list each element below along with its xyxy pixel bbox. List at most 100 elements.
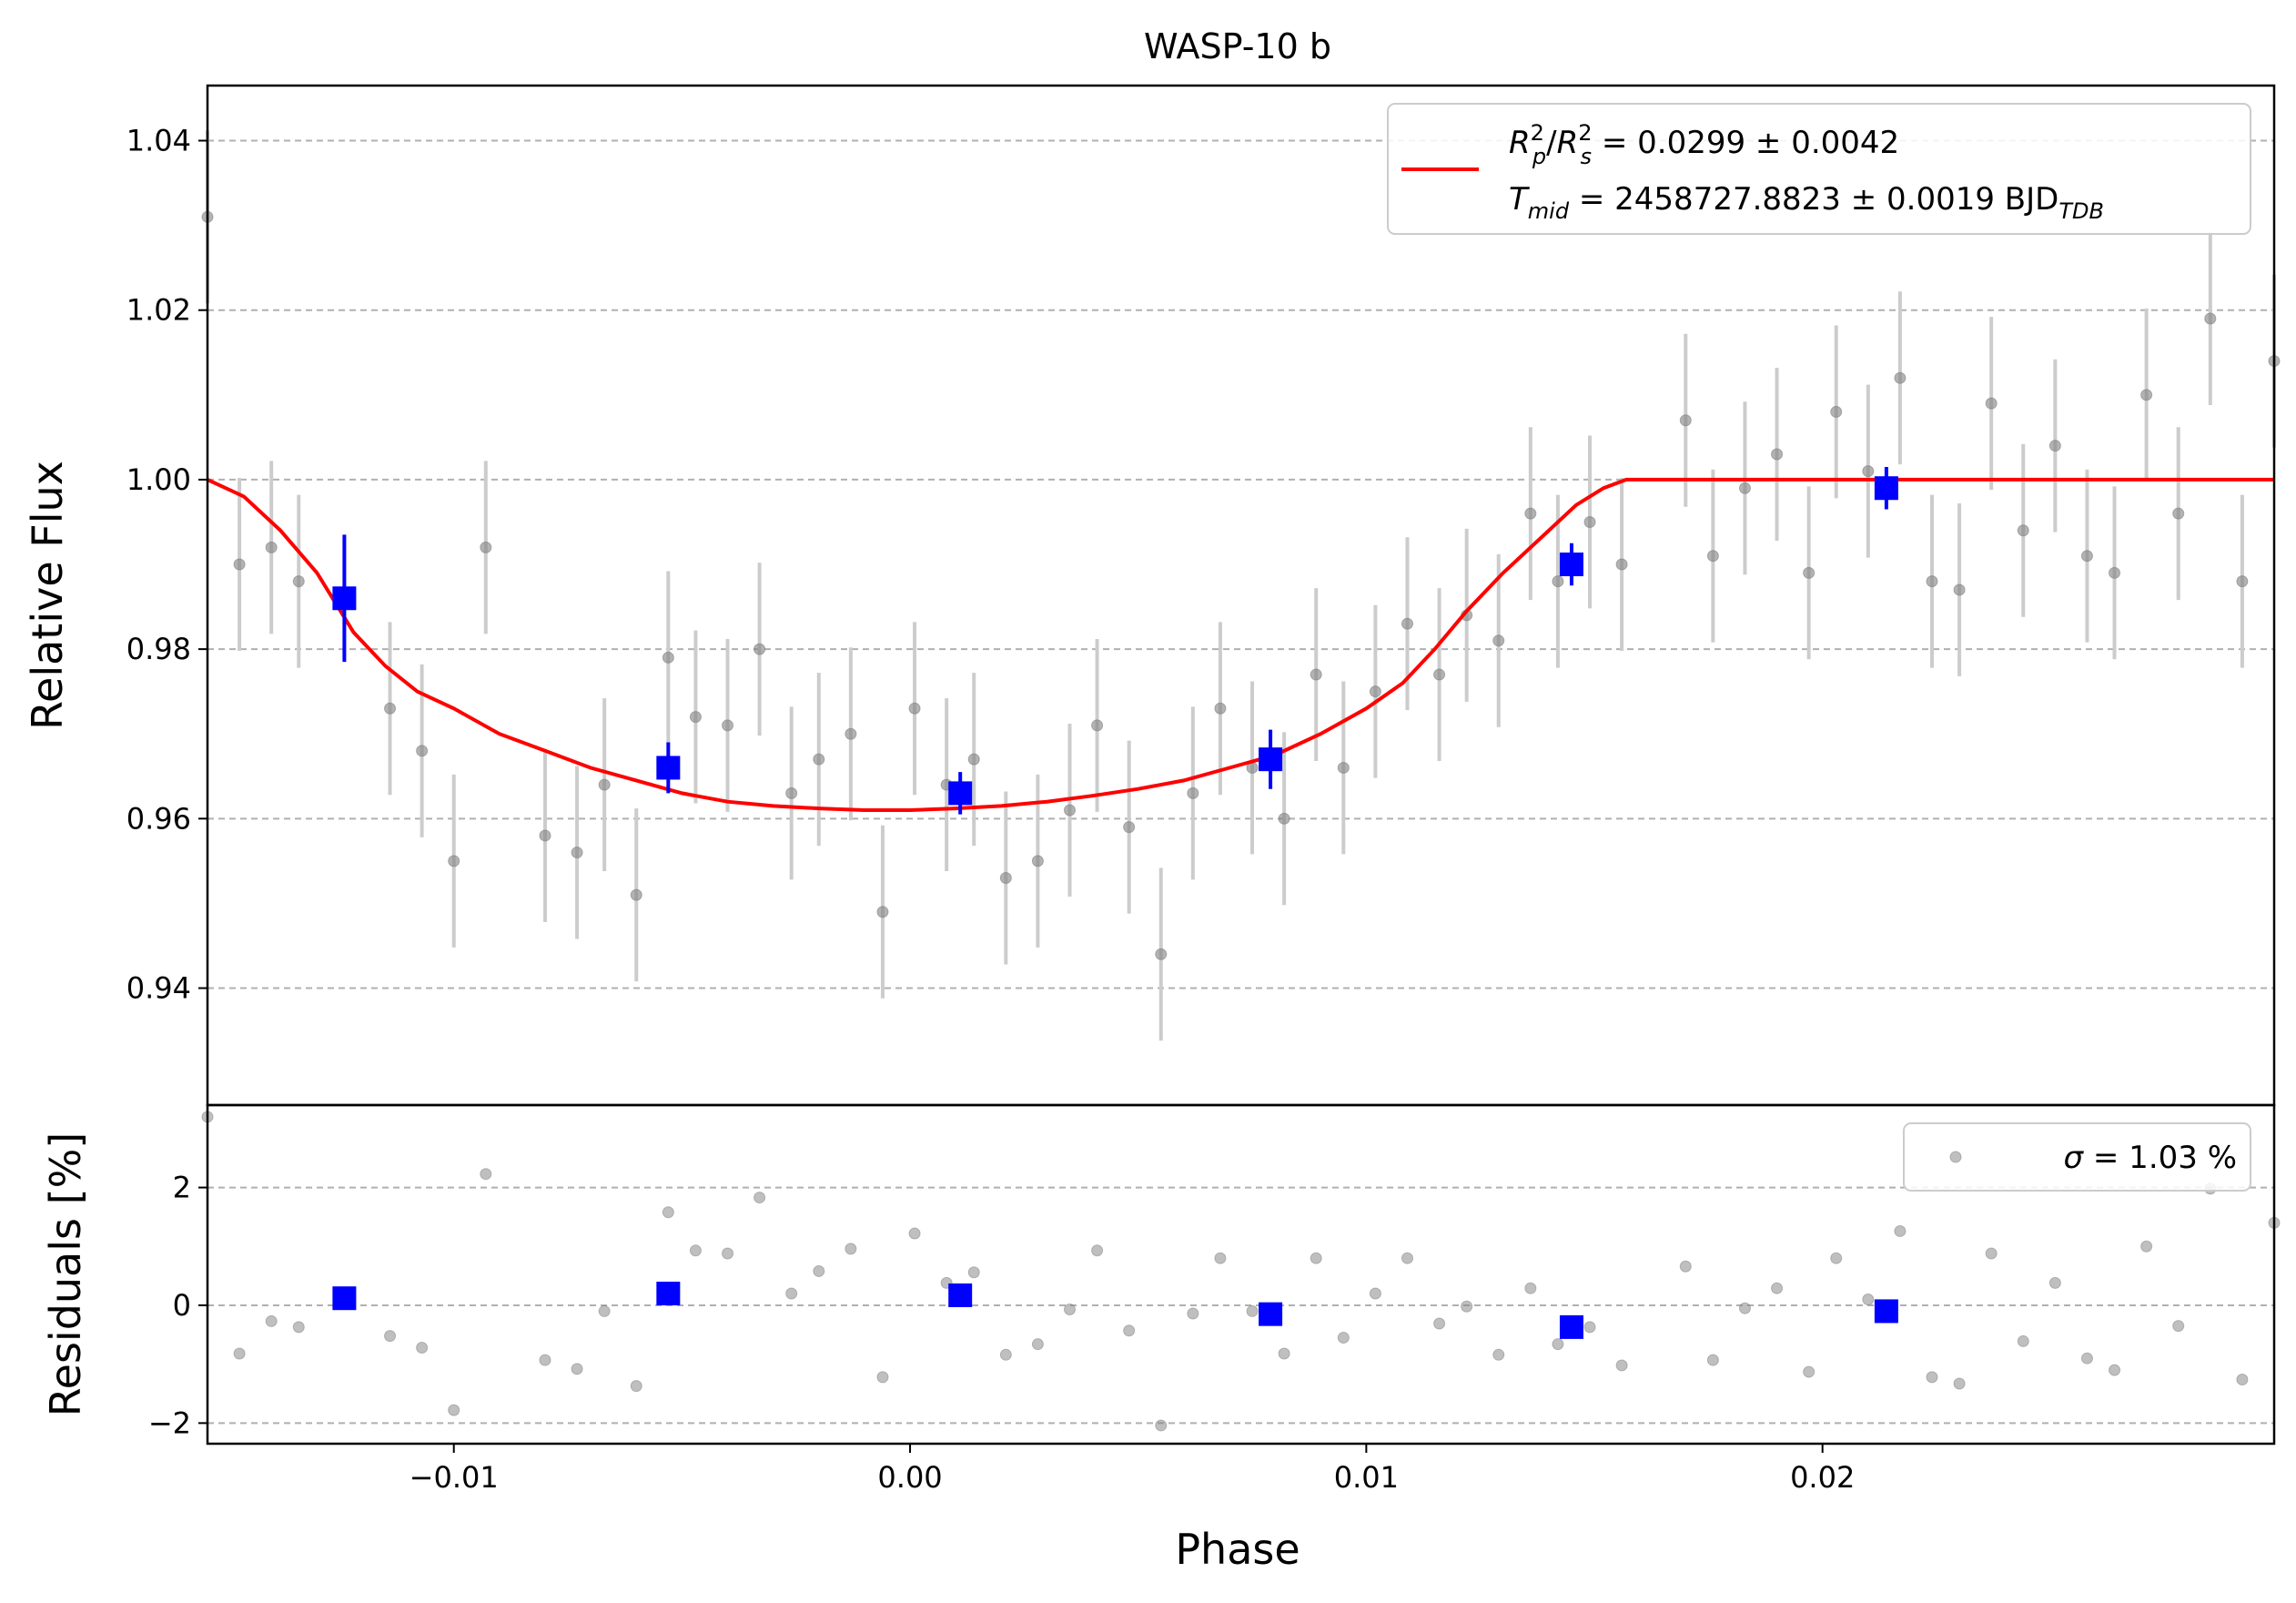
residual-point [1492,1348,1505,1361]
residual-point [967,1266,980,1279]
flux-data-point [722,719,734,732]
flux-data-point [1064,804,1077,817]
flux-data-point [1524,507,1537,520]
residual-point [689,1244,702,1257]
residuals-legend: σ = 1.03 % [1903,1122,2251,1192]
flux-data-points [201,210,2281,960]
residual-point [265,1314,278,1327]
flux-data-point [1953,583,1966,596]
flux-data-point [1310,668,1322,681]
residual-binned-point [656,1282,681,1306]
flux-data-point [571,847,583,859]
flux-data-point [416,745,429,757]
residual-point [2236,1373,2249,1385]
residuals-y-ticks: −2 0 2 [148,1171,207,1440]
flux-data-point [1679,414,1692,427]
flux-y-tick-label: 0.98 [126,632,191,666]
legend-rp-sub: p [1532,144,1546,169]
flux-binned-point [1874,476,1898,501]
residual-point [292,1321,305,1334]
flux-binned-point [1559,553,1583,577]
residuals-panel: −2 0 2 −0.01 0.00 0.01 0.02 σ = 1.03 % Residu… [41,1103,2281,1574]
residual-point [2048,1276,2061,1289]
residual-point [416,1342,429,1354]
flux-data-point [2204,312,2217,325]
residual-point [1401,1252,1413,1264]
x-tick-label: 0.00 [877,1460,942,1495]
flux-data-point [1706,550,1719,563]
residuals-y-tick-label: 0 [173,1288,191,1323]
residual-point [1926,1371,1938,1384]
residual-point [1433,1317,1446,1330]
residual-point [630,1380,642,1393]
x-axis-label: Phase [1175,1525,1300,1574]
flux-data-point [2172,507,2185,520]
legend-line2: Tmid = 2458727.8823 ± 0.0019 BJDTDB [1509,181,2104,224]
flux-data-point [630,888,642,901]
residual-binned-point [332,1286,357,1311]
residuals-y-axis-label: Residuals [%] [41,1132,90,1416]
flux-y-tick-label: 1.04 [126,124,191,158]
flux-data-point [1862,465,1875,478]
flux-gridlines [207,139,2274,989]
flux-data-point [1830,405,1843,418]
flux-data-point [1123,821,1136,834]
x-ticks: −0.01 0.00 0.01 0.02 [410,1444,1855,1495]
residual-point [1091,1244,1104,1257]
flux-data-point [265,541,278,553]
residual-point [662,1206,674,1219]
flux-data-point [292,575,305,588]
flux-data-point [662,651,674,664]
residuals-axes-frame [206,1103,2276,1446]
residual-point [1830,1252,1843,1264]
flux-data-point [876,906,889,918]
flux-data-point [1552,575,1564,588]
flux-data-point [2109,566,2121,579]
residual-binned-point [1559,1314,1583,1339]
flux-data-point [384,702,397,715]
flux-binned-point [656,756,681,780]
legend-sigma-value: = 1.03 % [2083,1140,2237,1176]
legend-slash: / [1546,125,1557,161]
residual-point [233,1347,246,1360]
flux-data-point [785,786,798,799]
residual-point [1583,1321,1596,1334]
residual-point [2109,1364,2121,1376]
flux-data-point [480,541,492,553]
flux-data-point [813,753,825,766]
flux-data-point [1771,448,1784,461]
x-tick-label: 0.01 [1334,1460,1399,1495]
flux-data-point [754,643,766,655]
residual-point [845,1243,857,1255]
residual-point [1369,1287,1381,1300]
residual-binned-point [1874,1299,1898,1324]
residual-point [1187,1307,1199,1320]
residual-point [480,1168,492,1181]
residual-point [908,1227,921,1240]
residuals-y-tick-label: −2 [148,1405,191,1440]
flux-data-point [233,558,246,571]
legend-rs-sup: 2 [1578,120,1592,146]
flux-y-tick-label: 0.96 [126,801,191,836]
flux-data-point [1803,566,1816,579]
x-tick-label: −0.01 [410,1460,499,1495]
flux-data-point [1369,685,1381,698]
residual-point [539,1354,551,1366]
residual-point [2140,1240,2153,1253]
residual-point [1679,1260,1692,1273]
legend-rs-main: R [1557,125,1579,161]
legend-sigma: σ = 1.03 % [2064,1140,2237,1176]
flux-y-tick-label: 0.94 [126,971,191,1006]
residual-point [813,1264,825,1277]
residual-point [1524,1282,1537,1294]
flux-binned-point [332,586,357,611]
residual-point [1155,1419,1168,1432]
residuals-data-points [201,1111,2281,1432]
residual-point [1337,1332,1350,1344]
legend-rp-sup: 2 [1531,120,1544,146]
residual-point [1894,1224,1907,1237]
residual-point [1985,1247,1998,1260]
flux-legend-box [1387,103,2251,235]
residual-point [1246,1304,1259,1317]
